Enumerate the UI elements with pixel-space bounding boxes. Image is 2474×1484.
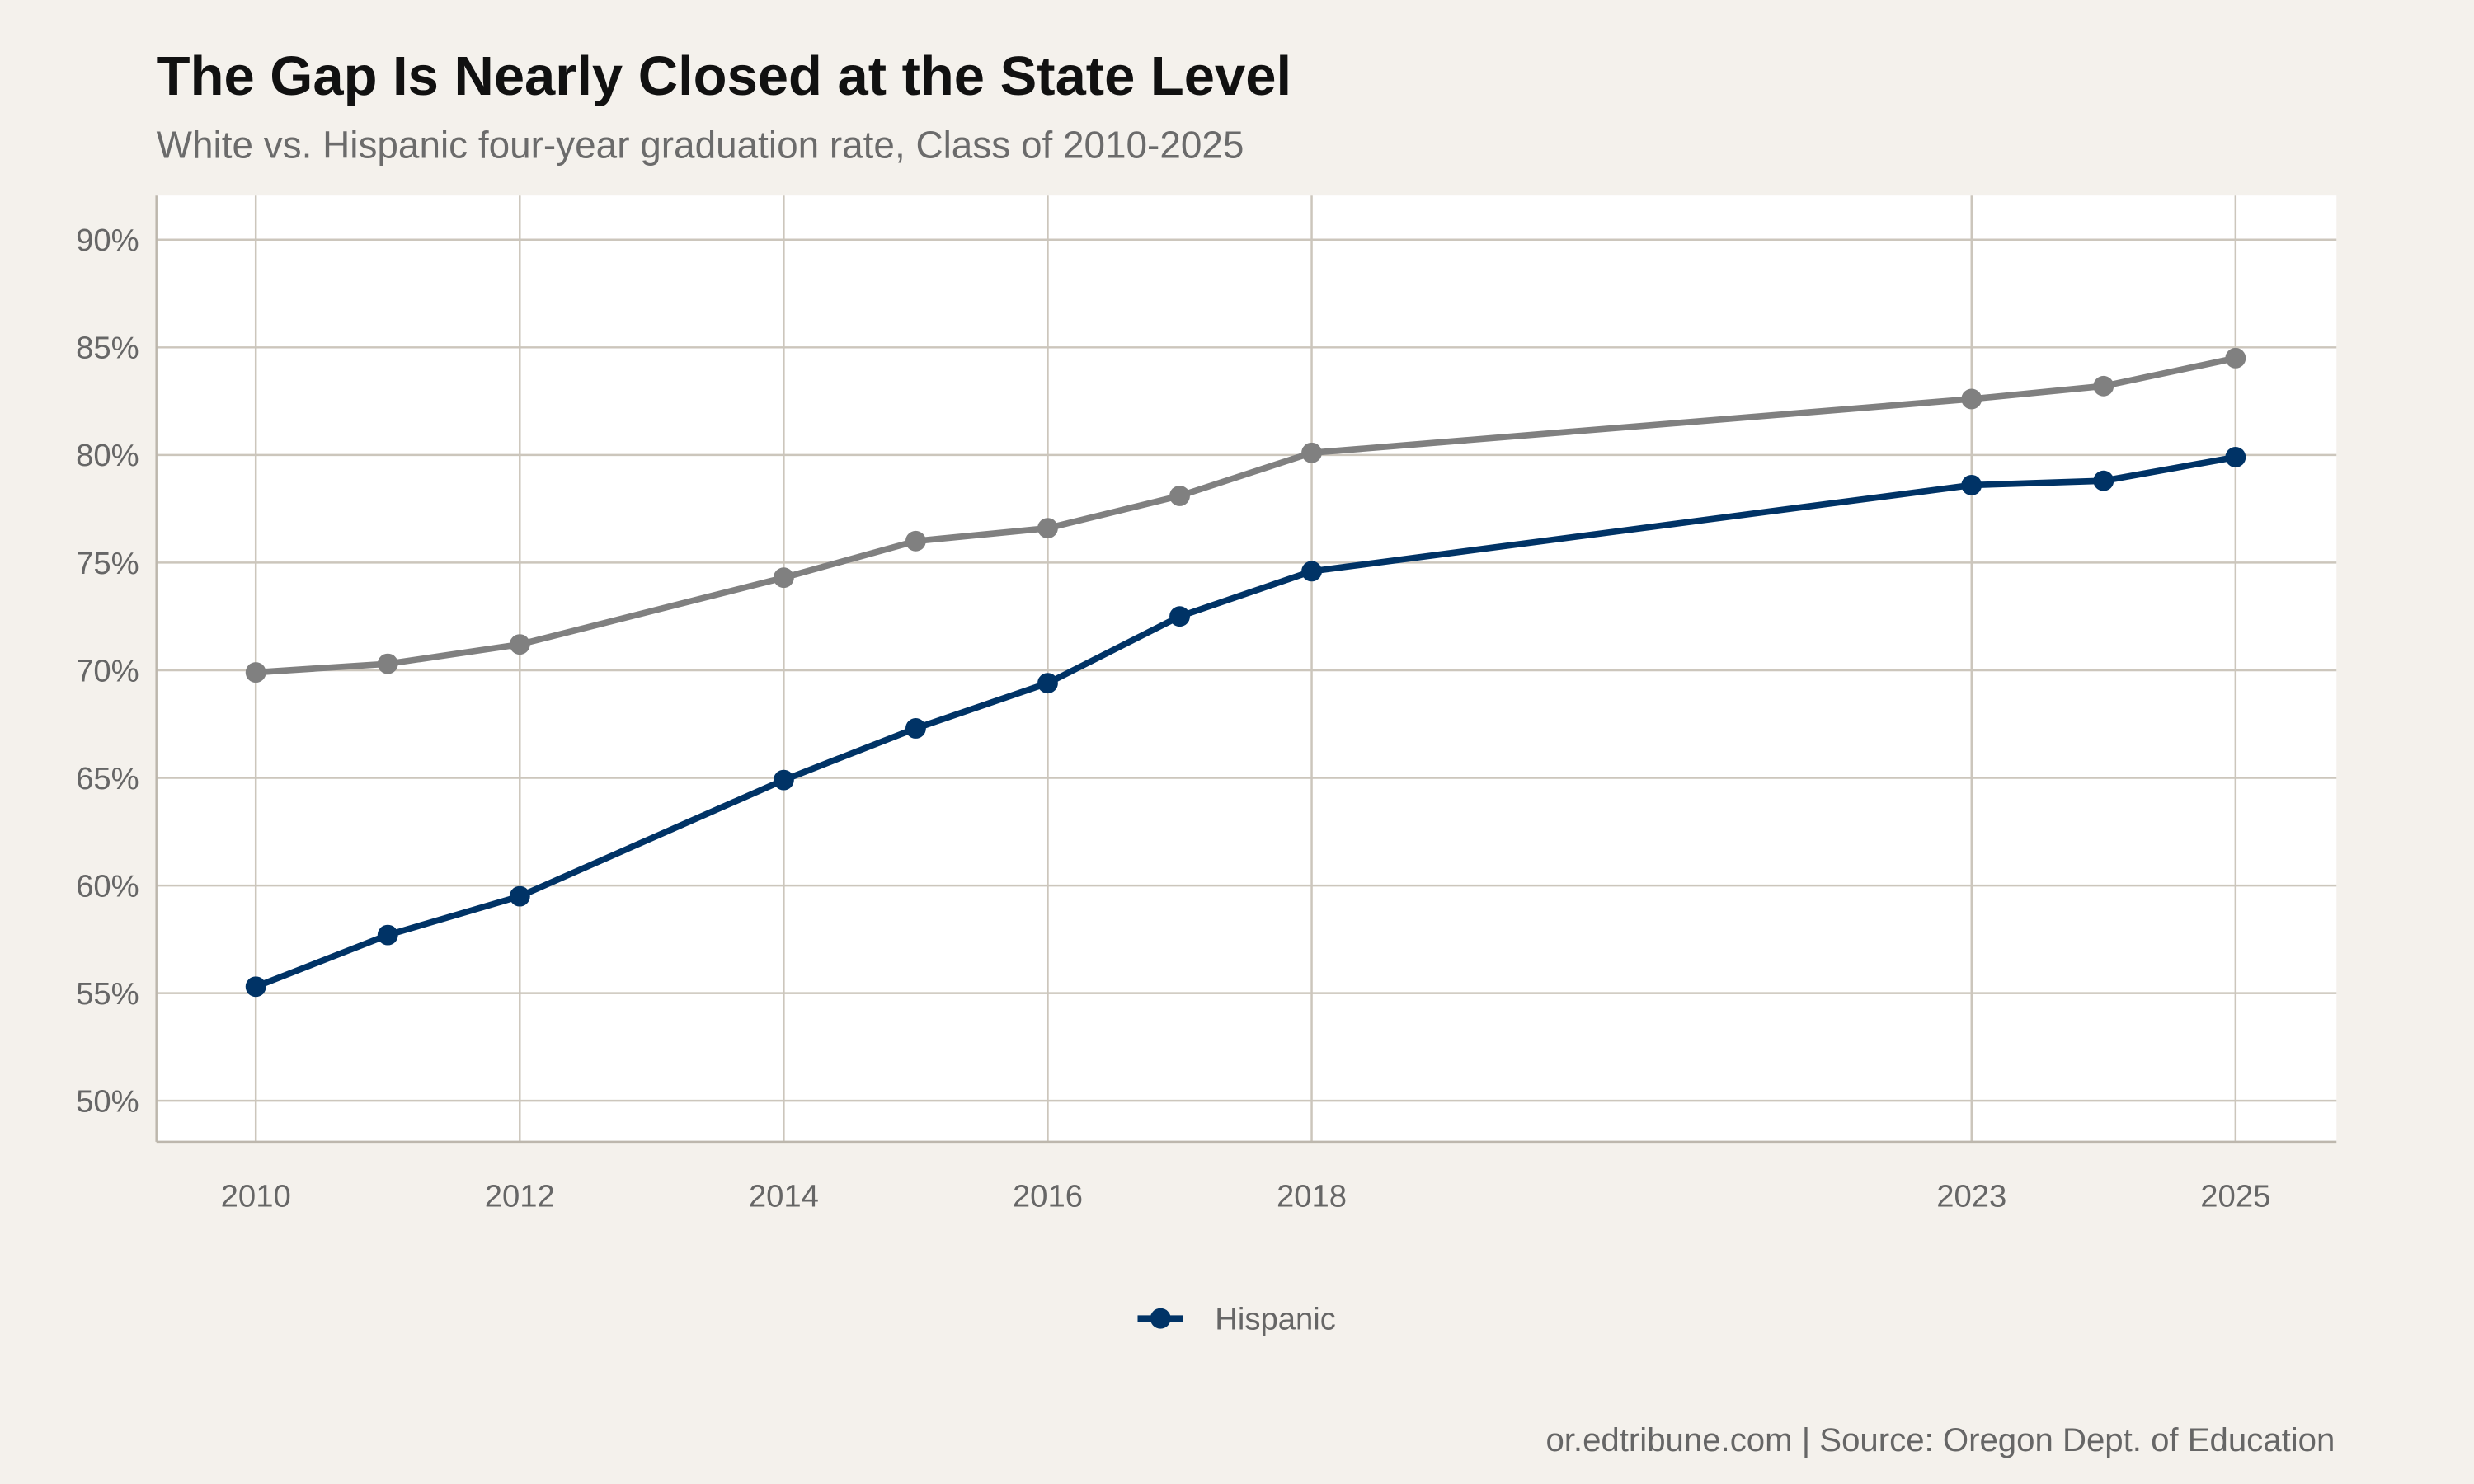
chart-caption: or.edtribune.com | Source: Oregon Dept. … [1545,1421,2335,1458]
legend: Hispanic [1137,1302,1336,1337]
data-point [2225,347,2246,369]
x-tick-label: 2016 [1013,1178,1083,1214]
y-tick-label: 85% [76,331,139,366]
data-point [2093,470,2114,491]
data-point [2225,447,2246,467]
data-point [1169,486,1190,506]
data-point [1037,673,1058,694]
data-point [1961,388,1982,410]
chart-subtitle: White vs. Hispanic four-year graduation … [157,123,1244,166]
data-point [1301,561,1322,582]
data-point [377,924,398,946]
data-point [2093,375,2114,397]
data-point [1037,518,1058,539]
y-tick-label: 65% [76,761,139,796]
x-tick-label: 2023 [1936,1178,2006,1214]
x-tick-label: 2012 [485,1178,555,1214]
chart-title: The Gap Is Nearly Closed at the State Le… [157,45,1291,107]
data-point [1169,606,1190,627]
x-tick-label: 2018 [1277,1178,1347,1214]
y-tick-label: 75% [76,546,139,581]
data-point [245,976,266,998]
data-point [1301,442,1322,463]
x-tick-label: 2025 [2200,1178,2270,1214]
x-tick-labels: 2010 2012 2014 2016 2018 2023 2025 [221,1178,2271,1214]
data-point [1961,474,1982,495]
legend-marker-hispanic [1150,1308,1171,1329]
series-group [245,347,2246,998]
y-tick-label: 60% [76,868,139,904]
gridlines [156,195,2337,1142]
y-tick-label: 55% [76,976,139,1012]
y-tick-label: 90% [76,223,139,258]
data-point [509,634,530,655]
x-tick-label: 2010 [221,1178,291,1214]
plot-panel [156,195,2337,1142]
data-point [905,718,926,739]
data-point [905,530,926,552]
data-point [377,653,398,674]
legend-label-hispanic: Hispanic [1215,1302,1336,1337]
y-tick-labels: 50% 55% 60% 65% 70% 75% 80% 85% 90% [76,223,139,1119]
y-tick-label: 70% [76,653,139,688]
x-tick-label: 2014 [749,1178,819,1214]
data-point [509,885,530,907]
data-point [773,567,794,589]
y-tick-label: 80% [76,438,139,473]
y-tick-label: 50% [76,1084,139,1120]
data-point [245,662,266,683]
data-point [773,769,794,791]
